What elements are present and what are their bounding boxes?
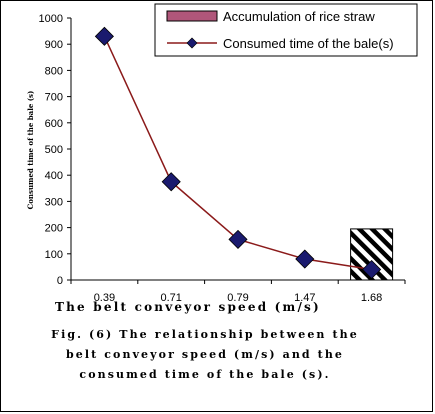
y-tick-label: 400: [45, 170, 63, 182]
y-tick-label: 700: [45, 92, 63, 104]
y-tick-label: 100: [45, 249, 63, 261]
y-axis-label: Consumed time of the bale (s): [26, 91, 35, 210]
y-ticks: 0 100 200 300 400 500 600 700 800 900 1000: [39, 13, 71, 287]
x-tick-label: 0.39: [94, 292, 115, 304]
x-ticks: 0.39 0.71 0.79 1.47 1.68: [70, 280, 406, 304]
caption-line-2: belt conveyor speed (m/s) and the: [65, 348, 345, 361]
y-tick-label: 800: [45, 65, 63, 77]
y-tick-label: 1000: [39, 13, 63, 25]
x-axis-label: The belt conveyor speed (m/s): [55, 300, 321, 314]
legend: Accumulation of rice straw Consumed time…: [154, 3, 418, 57]
x-tick-label: 1.68: [361, 292, 382, 304]
y-tick-label: 300: [45, 196, 63, 208]
legend-bar-swatch: [166, 10, 218, 22]
caption-line-3: consumed time of the bale (s).: [79, 368, 331, 381]
data-point-marker: [161, 172, 181, 192]
legend-label-bar: Accumulation of rice straw: [223, 9, 375, 24]
figure-caption: Fig. (6) The relationship between the be…: [40, 325, 370, 385]
y-tick-label: 600: [45, 118, 63, 130]
y-tick-label: 500: [45, 144, 63, 156]
data-point-marker: [94, 26, 114, 46]
series-markers: [94, 26, 382, 280]
caption-line-1: Fig. (6) The relationship between the: [51, 328, 359, 341]
data-point-marker: [295, 249, 315, 269]
y-tick-label: 200: [45, 223, 63, 235]
legend-marker-swatch: [186, 37, 198, 49]
y-tick-label: 900: [45, 39, 63, 51]
legend-label-line: Consumed time of the bale(s): [223, 36, 394, 51]
x-tick-label: 0.79: [227, 292, 248, 304]
x-tick-label: 0.71: [160, 292, 181, 304]
x-tick-label: 1.47: [294, 292, 315, 304]
data-point-marker: [228, 229, 248, 249]
y-tick-label: 0: [57, 275, 63, 287]
data-point-marker: [362, 259, 382, 280]
